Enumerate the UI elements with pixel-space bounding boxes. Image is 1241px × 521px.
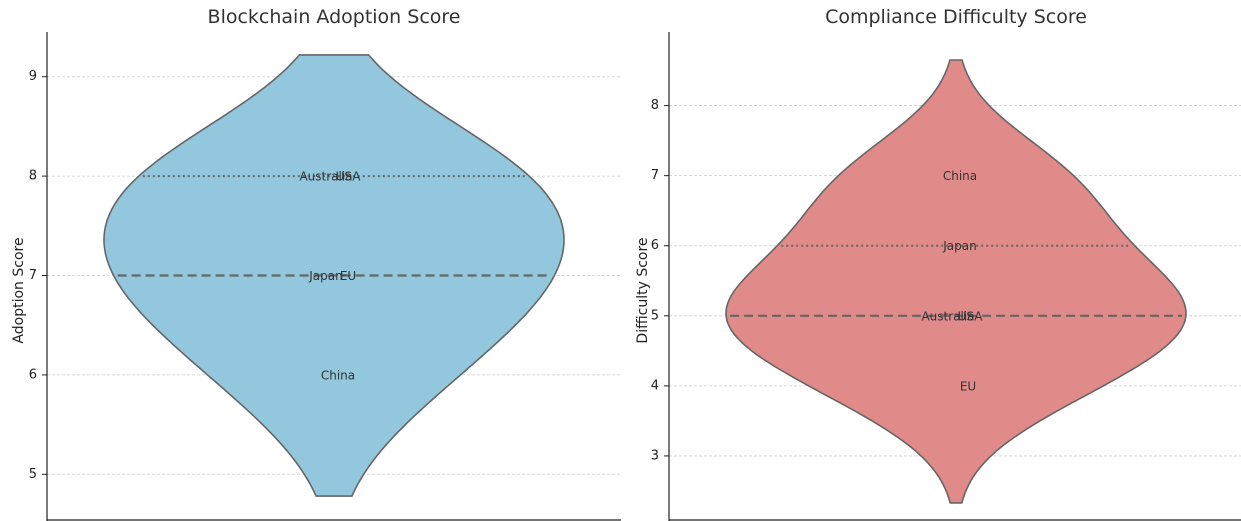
difficulty-y-ticks: 3 4 5 6 7 8 — [651, 98, 669, 463]
y-tick-label: 8 — [29, 169, 37, 184]
y-tick-label: 6 — [651, 238, 659, 253]
y-tick-label: 6 — [29, 367, 37, 382]
y-tick-label: 8 — [651, 98, 659, 113]
point-label-japan: Japan — [942, 239, 976, 253]
adoption-y-axis-label: Adoption Score — [11, 237, 27, 343]
difficulty-y-axis-label: Difficulty Score — [635, 237, 651, 343]
y-tick-label: 7 — [29, 268, 37, 283]
y-tick-label: 7 — [651, 168, 659, 183]
y-tick-label: 5 — [651, 308, 659, 323]
point-label-australia: Australia — [921, 309, 974, 323]
adoption-chart-title: Blockchain Adoption Score — [208, 6, 461, 28]
point-label-eu: EU — [340, 269, 356, 283]
adoption-y-ticks: 5 6 7 8 9 — [29, 69, 47, 482]
difficulty-violin-body — [725, 59, 1187, 504]
point-label-eu: EU — [960, 379, 976, 393]
point-label-australia: Australia — [299, 170, 352, 184]
y-tick-label: 4 — [651, 378, 659, 393]
y-tick-label: 9 — [29, 69, 37, 84]
point-label-japan: Japan — [308, 269, 342, 283]
point-label-usa: USA — [336, 170, 362, 184]
point-label-china: China — [321, 368, 355, 382]
y-tick-label: 5 — [29, 467, 37, 482]
y-tick-label: 3 — [651, 448, 659, 463]
point-label-china: China — [943, 169, 977, 183]
point-label-usa: USA — [958, 309, 984, 323]
difficulty-chart-title: Compliance Difficulty Score — [825, 6, 1087, 28]
